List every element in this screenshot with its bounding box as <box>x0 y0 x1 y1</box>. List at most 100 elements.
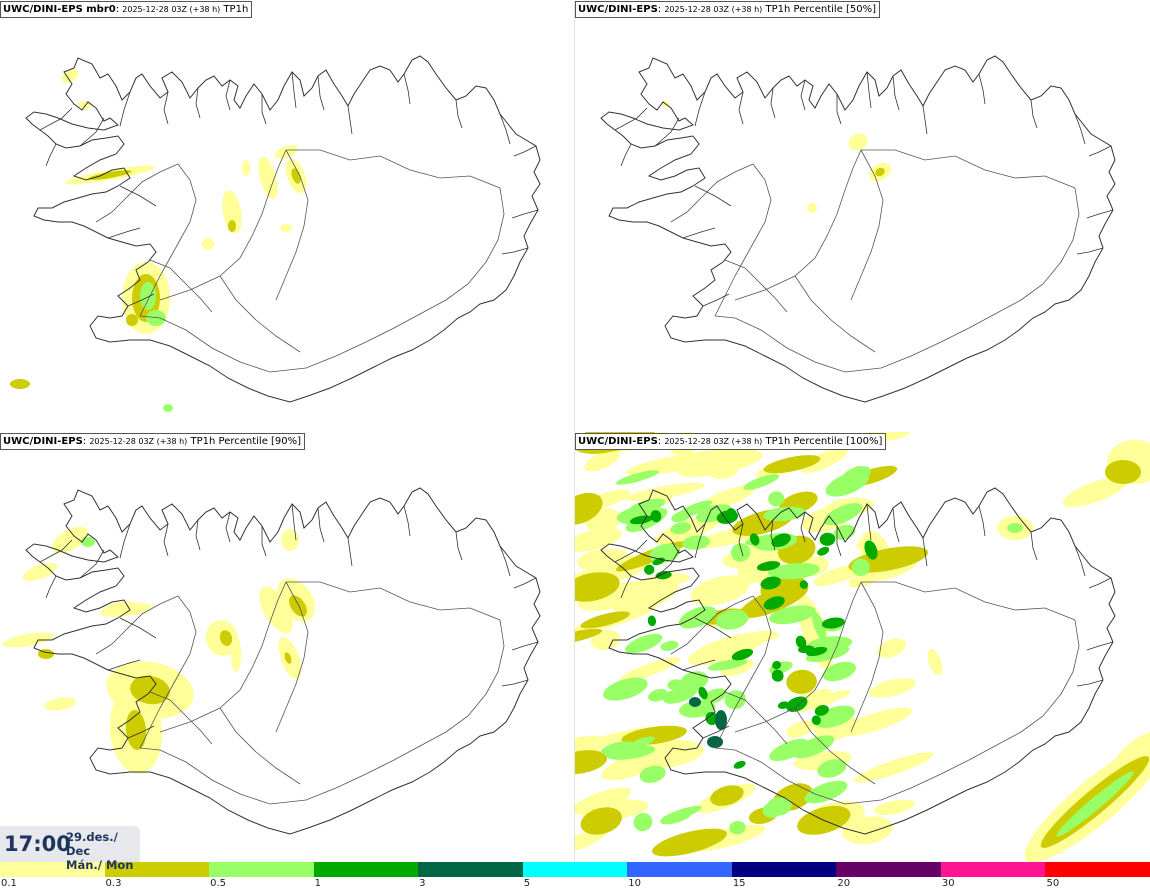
precip-area <box>652 828 727 857</box>
precip-area <box>689 697 701 707</box>
road-line <box>850 581 884 733</box>
precip-area <box>762 802 782 818</box>
precip-area <box>799 580 809 589</box>
fjord-line <box>39 539 73 563</box>
road-line <box>734 149 862 301</box>
legend-label: 0.1 <box>1 878 17 889</box>
fjord-line <box>225 511 231 543</box>
precip-area <box>707 659 748 671</box>
precip-area <box>705 711 718 726</box>
precip-area <box>731 648 754 661</box>
precip-area <box>786 720 814 738</box>
map-panel-p50: UWC/DINI-EPS: 2025-12-28 03Z (+38 h) TP1… <box>575 0 1150 430</box>
legend-label: 5 <box>523 878 531 889</box>
precip-area <box>821 617 845 629</box>
precip-area <box>678 700 716 718</box>
precip-area <box>22 562 58 582</box>
road-line <box>139 619 505 805</box>
precip-area <box>698 686 708 700</box>
fjord-line <box>1074 113 1086 145</box>
precip-area <box>601 752 661 781</box>
precip-area <box>670 522 692 535</box>
precip-area <box>801 447 849 473</box>
precip-area <box>772 660 782 670</box>
fjord-line <box>1088 145 1112 157</box>
fjord-line <box>770 519 776 551</box>
precip-area <box>644 564 655 575</box>
precip-area <box>603 677 648 701</box>
fjord-line <box>694 91 706 127</box>
road-line <box>286 149 501 189</box>
precip-area <box>647 615 657 627</box>
fjord-line <box>261 526 267 557</box>
road-line <box>95 163 179 223</box>
road-line <box>724 259 788 313</box>
iceland-coastline <box>600 487 1116 835</box>
road-line <box>219 275 301 353</box>
precip-area <box>663 686 698 704</box>
precip-area <box>927 648 943 676</box>
precip-area <box>667 679 684 691</box>
precip-area <box>687 632 766 666</box>
panel-title: UWC/DINI-EPS mbr0: 2025-12-28 03Z (+38 h… <box>0 1 253 18</box>
precip-map <box>600 55 1116 403</box>
road-line <box>139 187 505 373</box>
precip-area <box>660 640 679 651</box>
fjord-line <box>511 209 539 219</box>
precip-area <box>584 449 621 472</box>
precip-area <box>842 816 893 845</box>
legend-label: 0.3 <box>105 878 122 889</box>
precip-area <box>600 741 634 755</box>
precip-area <box>44 697 76 711</box>
fjord-line <box>513 145 537 157</box>
precip-area <box>873 799 915 815</box>
road-line <box>714 595 772 749</box>
fjord-line <box>225 79 231 111</box>
legend-label: 15 <box>732 878 746 889</box>
precip-area <box>2 632 54 648</box>
precip-area <box>578 581 654 611</box>
precip-area <box>281 529 299 551</box>
panel-divider <box>574 0 575 862</box>
precip-area <box>733 760 746 769</box>
precip-area <box>81 537 95 547</box>
precip-area <box>627 736 655 749</box>
legend-swatch <box>731 862 837 877</box>
fjord-line <box>1088 577 1112 589</box>
fjord-line <box>1086 209 1114 219</box>
precip-area <box>771 669 784 682</box>
precip-area <box>671 510 691 523</box>
fjord-line <box>317 75 325 111</box>
fjord-line <box>347 105 353 135</box>
legend-swatch <box>940 862 1046 877</box>
valid-time-box: 17:00 29.des./ Dec Mán./ Mon <box>0 826 140 872</box>
precip-area <box>768 491 785 507</box>
fjord-line <box>892 75 900 111</box>
fjord-line <box>45 575 57 599</box>
precip-area <box>730 543 751 562</box>
road-line <box>794 275 876 353</box>
precip-area <box>804 780 848 804</box>
fjord-line <box>866 503 872 541</box>
precip-area <box>259 586 293 634</box>
fjord-line <box>694 523 706 559</box>
precip-area <box>715 609 749 630</box>
precip-area <box>798 645 815 654</box>
road-line <box>219 707 301 785</box>
precip-area <box>625 633 663 654</box>
fjord-line <box>922 537 928 567</box>
precip-area <box>868 678 916 698</box>
fjord-line <box>978 73 986 105</box>
precip-area <box>700 485 755 510</box>
precip-area <box>625 448 745 476</box>
fjord-line <box>654 117 680 147</box>
color-legend: 0.1 0.3 0.5 1 3 5 10 15 20 30 50 <box>0 862 1150 891</box>
map-panel-p90: UWC/DINI-EPS: 2025-12-28 03Z (+38 h) TP1… <box>0 432 575 862</box>
legend-label: 50 <box>1046 878 1060 889</box>
precip-area <box>222 190 242 234</box>
fjord-line <box>119 617 157 639</box>
precip-area <box>763 596 785 610</box>
precip-area <box>819 532 836 546</box>
precip-area <box>795 635 807 649</box>
precip-area <box>680 671 709 691</box>
